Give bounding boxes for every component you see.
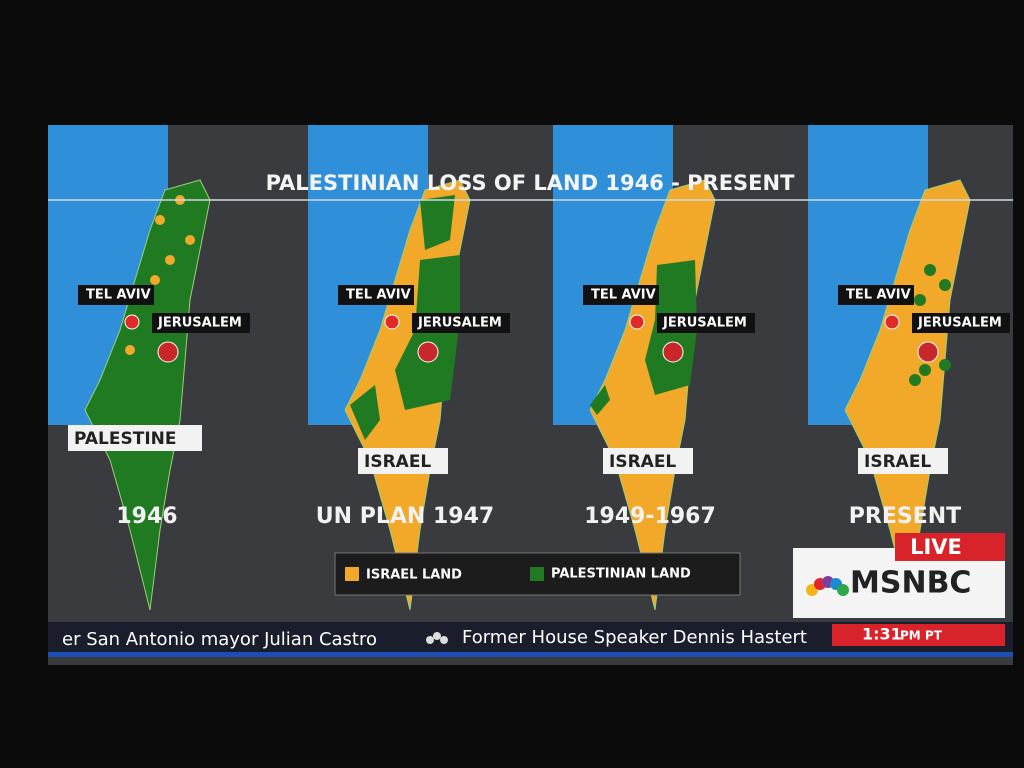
city-label: TEL AVIV: [86, 288, 151, 303]
capital-marker: [157, 341, 179, 363]
israel-land-patch: [165, 255, 175, 265]
time-zone: PM PT: [900, 629, 943, 643]
city-label: TEL AVIV: [346, 288, 411, 303]
legend-swatch: [530, 567, 544, 581]
city-label-box: [657, 313, 755, 333]
peacock-logo: [806, 576, 849, 596]
region-label: ISRAEL: [609, 452, 676, 472]
city-marker: [884, 314, 900, 330]
city-label: TEL AVIV: [846, 288, 911, 303]
city-label-box: [412, 313, 510, 333]
city-label-box: [338, 285, 414, 305]
city-marker: [629, 314, 645, 330]
capital-marker: [662, 341, 684, 363]
palestinian-land: [939, 359, 951, 371]
city-label-box: [78, 285, 154, 305]
israel-land-patch: [150, 275, 160, 285]
city-label: JERUSALEM: [417, 316, 502, 331]
land-area: [84, 179, 211, 611]
israel-land-patch: [125, 345, 135, 355]
palestinian-land: [924, 264, 936, 276]
palestinian-land: [909, 374, 921, 386]
period-label: PRESENT: [849, 504, 961, 529]
region-label-box: [603, 448, 693, 474]
city-label: JERUSALEM: [662, 316, 747, 331]
city-label-box: [912, 313, 1010, 333]
legend-label: PALESTINIAN LAND: [551, 567, 691, 582]
region-label-box: [858, 448, 948, 474]
israel-land-patch: [155, 215, 165, 225]
city-marker: [384, 314, 400, 330]
city-label-box: [583, 285, 659, 305]
map-panels: TEL AVIV JERUSALEM PALESTINE 1946 TEL AVIV JE…: [48, 125, 1010, 611]
ticker-rule: [48, 652, 1013, 657]
capital-marker: [417, 341, 439, 363]
period-label: UN PLAN 1947: [316, 504, 494, 529]
palestinian-land: [420, 195, 455, 250]
city-label-box: [838, 285, 914, 305]
region-label-box: [358, 448, 448, 474]
legend-label: ISRAEL LAND: [366, 568, 462, 583]
region-label-box: [68, 425, 202, 451]
period-label: 1946: [116, 504, 177, 529]
map-panel: TEL AVIV JERUSALEM ISRAEL UN PLAN 1947: [308, 125, 510, 611]
legend-swatch: [345, 567, 359, 581]
palestinian-land: [939, 279, 951, 291]
peacock-logo: [426, 632, 448, 644]
live-label: LIVE: [910, 535, 962, 559]
city-label: TEL AVIV: [591, 288, 656, 303]
region-label: PALESTINE: [74, 429, 177, 449]
palestinian-land: [919, 364, 931, 376]
city-label: JERUSALEM: [917, 316, 1002, 331]
live-box: [895, 533, 1005, 561]
network-badge: LIVE MSNBC: [793, 533, 1005, 618]
title: PALESTINIAN LOSS OF LAND 1946 - PRESENT: [266, 171, 796, 195]
capital-marker: [917, 341, 939, 363]
city-label-box: [152, 313, 250, 333]
map-panel: TEL AVIV JERUSALEM PALESTINE 1946: [48, 125, 250, 611]
ticker-item: er San Antonio mayor Julian Castro: [62, 629, 377, 650]
map-panel: TEL AVIV JERUSALEM ISRAEL PRESENT: [808, 125, 1010, 611]
palestinian-land: [914, 294, 926, 306]
palestinian-land: [350, 385, 380, 440]
city-label: JERUSALEM: [157, 316, 242, 331]
palestinian-land: [590, 385, 610, 415]
ticker: er San Antonio mayor Julian Castro Forme…: [48, 622, 1013, 657]
legend: ISRAEL LAND PALESTINIAN LAND: [334, 552, 741, 596]
region-label: ISRAEL: [364, 452, 431, 472]
city-marker: [124, 314, 140, 330]
map-panel: TEL AVIV JERUSALEM ISRAEL 1949-1967: [553, 125, 755, 611]
region-label: ISRAEL: [864, 452, 931, 472]
ticker-item: Former House Speaker Dennis Hastert: [462, 627, 807, 648]
time-box: [832, 624, 1005, 646]
network-name: MSNBC: [850, 566, 971, 601]
time: 1:31: [862, 625, 902, 644]
period-label: 1949-1967: [584, 504, 716, 529]
israel-land-patch: [185, 235, 195, 245]
